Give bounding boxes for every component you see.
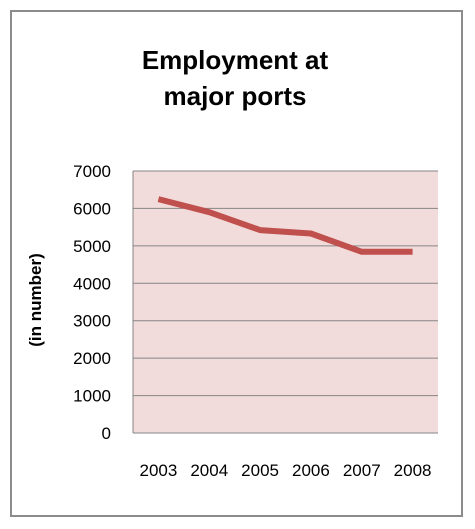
y-tick-label: 4000 [73,274,111,293]
y-tick-labels: 0 1000 2000 3000 4000 5000 6000 7000 [73,162,111,443]
y-tick-label: 7000 [73,162,111,181]
y-tick-label: 2000 [73,349,111,368]
gridlines [133,170,438,397]
y-tick-label: 0 [102,424,111,443]
plot-area [133,171,438,433]
x-tick-label: 2005 [241,461,279,480]
x-tick-labels: 2003 2004 2005 2006 2007 2008 [140,461,432,480]
x-tick-label: 2004 [190,461,228,480]
y-tick-label: 1000 [73,387,111,406]
x-tick-label: 2003 [140,461,178,480]
y-tick-label: 3000 [73,312,111,331]
x-tick-label: 2008 [394,461,432,480]
chart-title: Employment at major ports [141,45,329,111]
x-tick-label: 2006 [292,461,330,480]
y-axis-title: (in number) [26,253,45,347]
y-tick-label: 5000 [73,237,111,256]
series-line [157,196,413,255]
y-tick-label: 6000 [73,199,111,218]
x-tick-label: 2007 [343,461,381,480]
